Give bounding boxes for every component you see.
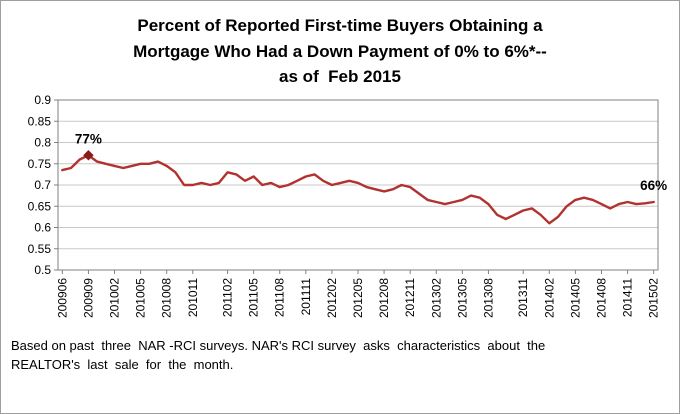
svg-text:0.9: 0.9 bbox=[34, 93, 51, 107]
svg-text:0.65: 0.65 bbox=[28, 199, 52, 213]
svg-text:200906: 200906 bbox=[55, 277, 69, 317]
svg-text:201405: 201405 bbox=[568, 277, 582, 317]
svg-text:201408: 201408 bbox=[594, 277, 608, 317]
svg-text:201002: 201002 bbox=[108, 277, 122, 317]
svg-text:77%: 77% bbox=[75, 131, 102, 146]
svg-text:201202: 201202 bbox=[325, 277, 339, 317]
svg-text:201208: 201208 bbox=[377, 277, 391, 317]
svg-text:201102: 201102 bbox=[221, 277, 235, 316]
svg-text:201402: 201402 bbox=[542, 277, 556, 317]
svg-text:66%: 66% bbox=[640, 178, 667, 193]
source-note: Based on past three NAR -RCI surveys. NA… bbox=[11, 336, 679, 375]
svg-text:201005: 201005 bbox=[134, 277, 148, 317]
gridlines bbox=[58, 99, 658, 270]
source-note-line-1: Based on past three NAR -RCI surveys. NA… bbox=[11, 337, 546, 353]
svg-text:0.75: 0.75 bbox=[28, 156, 52, 170]
svg-text:201308: 201308 bbox=[481, 277, 495, 317]
svg-text:201502: 201502 bbox=[647, 277, 661, 317]
chart-title-line-2: Mortgage Who Had a Down Payment of 0% to… bbox=[133, 41, 547, 61]
svg-text:201211: 201211 bbox=[403, 277, 417, 316]
svg-text:0.5: 0.5 bbox=[34, 263, 51, 277]
svg-text:201111: 201111 bbox=[299, 277, 313, 315]
plot-line bbox=[61, 153, 655, 225]
y-axis-labels: 0.9 0.85 0.8 0.75 0.7 0.65 0.6 0.55 0.5 bbox=[28, 93, 58, 277]
svg-text:0.85: 0.85 bbox=[28, 114, 52, 128]
svg-text:201008: 201008 bbox=[160, 277, 174, 317]
chart-title-line-1: Percent of Reported First-time Buyers Ob… bbox=[137, 16, 543, 35]
chart-title-line-3: as of Feb 2015 bbox=[279, 67, 401, 86]
svg-text:201305: 201305 bbox=[455, 277, 469, 317]
svg-text:0.7: 0.7 bbox=[34, 178, 51, 192]
chart-title: Percent of Reported First-time Buyers Ob… bbox=[1, 13, 679, 90]
svg-text:201411: 201411 bbox=[621, 277, 635, 316]
source-note-line-2: REALTOR's last sale for the month. bbox=[11, 357, 234, 372]
svg-text:201302: 201302 bbox=[429, 277, 443, 317]
svg-text:201105: 201105 bbox=[247, 277, 261, 316]
svg-text:0.8: 0.8 bbox=[34, 135, 51, 149]
x-axis-labels: 200906 200909 201002 201005 201008 201011 2011… bbox=[55, 269, 661, 318]
svg-text:201205: 201205 bbox=[351, 277, 365, 317]
peak-marker bbox=[83, 149, 94, 160]
svg-text:0.6: 0.6 bbox=[34, 220, 51, 234]
annotations: 77% 66% bbox=[75, 131, 667, 193]
svg-text:201011: 201011 bbox=[186, 277, 200, 316]
svg-text:200909: 200909 bbox=[81, 277, 95, 317]
svg-text:0.55: 0.55 bbox=[28, 241, 52, 255]
svg-text:201108: 201108 bbox=[273, 277, 287, 316]
svg-text:201311: 201311 bbox=[516, 277, 530, 316]
